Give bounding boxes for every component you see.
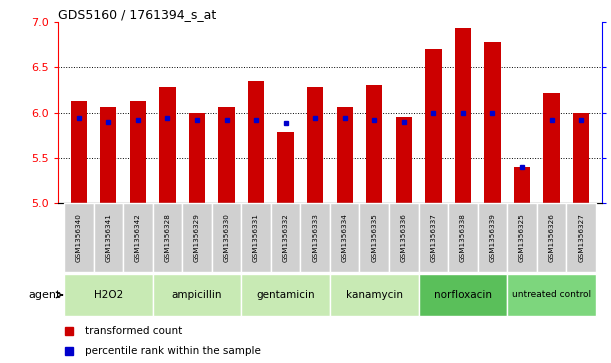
Bar (543, 93, 560, 203)
Text: GSM1356327: GSM1356327 (578, 213, 584, 262)
FancyBboxPatch shape (389, 203, 419, 272)
Bar (159, 87, 175, 203)
Text: ampicillin: ampicillin (172, 290, 222, 300)
Text: gentamicin: gentamicin (256, 290, 315, 300)
Text: kanamycin: kanamycin (346, 290, 403, 300)
Text: GSM1356328: GSM1356328 (164, 213, 170, 262)
FancyBboxPatch shape (537, 203, 566, 272)
Bar (455, 28, 471, 203)
Bar (366, 85, 382, 203)
Text: GSM1356337: GSM1356337 (430, 213, 436, 262)
Text: H2O2: H2O2 (93, 290, 123, 300)
FancyBboxPatch shape (153, 274, 241, 316)
Text: GSM1356341: GSM1356341 (105, 213, 111, 262)
Bar (514, 167, 530, 203)
Text: GSM1356336: GSM1356336 (401, 213, 407, 262)
FancyBboxPatch shape (123, 203, 153, 272)
Text: GSM1356325: GSM1356325 (519, 213, 525, 262)
FancyBboxPatch shape (271, 203, 301, 272)
Bar (130, 101, 146, 203)
FancyBboxPatch shape (448, 203, 478, 272)
FancyBboxPatch shape (507, 274, 596, 316)
Text: GDS5160 / 1761394_s_at: GDS5160 / 1761394_s_at (58, 8, 216, 21)
Text: percentile rank within the sample: percentile rank within the sample (86, 346, 261, 356)
Bar (485, 42, 500, 203)
FancyBboxPatch shape (64, 203, 93, 272)
Bar (396, 117, 412, 203)
FancyBboxPatch shape (478, 203, 507, 272)
Text: agent: agent (28, 290, 60, 300)
Text: transformed count: transformed count (86, 326, 183, 336)
Bar (248, 81, 264, 203)
Bar (337, 107, 353, 203)
FancyBboxPatch shape (153, 203, 182, 272)
Bar (71, 101, 87, 203)
FancyBboxPatch shape (301, 203, 330, 272)
Text: norfloxacin: norfloxacin (434, 290, 492, 300)
FancyBboxPatch shape (93, 203, 123, 272)
FancyBboxPatch shape (64, 274, 153, 316)
Bar (425, 49, 442, 203)
Bar (277, 132, 294, 203)
FancyBboxPatch shape (507, 203, 537, 272)
Text: GSM1356329: GSM1356329 (194, 213, 200, 262)
Bar (100, 107, 117, 203)
Text: GSM1356342: GSM1356342 (135, 213, 141, 262)
Text: untreated control: untreated control (512, 290, 591, 299)
Bar (307, 87, 323, 203)
Text: GSM1356338: GSM1356338 (460, 213, 466, 262)
Text: GSM1356331: GSM1356331 (253, 213, 259, 262)
FancyBboxPatch shape (566, 203, 596, 272)
Bar (218, 107, 235, 203)
Text: GSM1356335: GSM1356335 (371, 213, 377, 262)
Text: GSM1356334: GSM1356334 (342, 213, 348, 262)
FancyBboxPatch shape (330, 274, 419, 316)
FancyBboxPatch shape (241, 203, 271, 272)
FancyBboxPatch shape (419, 203, 448, 272)
FancyBboxPatch shape (419, 274, 507, 316)
Text: GSM1356339: GSM1356339 (489, 213, 496, 262)
Text: GSM1356340: GSM1356340 (76, 213, 82, 262)
FancyBboxPatch shape (330, 203, 359, 272)
FancyBboxPatch shape (212, 203, 241, 272)
Text: GSM1356330: GSM1356330 (224, 213, 230, 262)
Bar (573, 113, 589, 203)
Text: GSM1356332: GSM1356332 (283, 213, 288, 262)
FancyBboxPatch shape (182, 203, 212, 272)
Text: GSM1356326: GSM1356326 (549, 213, 555, 262)
Bar (189, 113, 205, 203)
FancyBboxPatch shape (359, 203, 389, 272)
Text: GSM1356333: GSM1356333 (312, 213, 318, 262)
FancyBboxPatch shape (241, 274, 330, 316)
